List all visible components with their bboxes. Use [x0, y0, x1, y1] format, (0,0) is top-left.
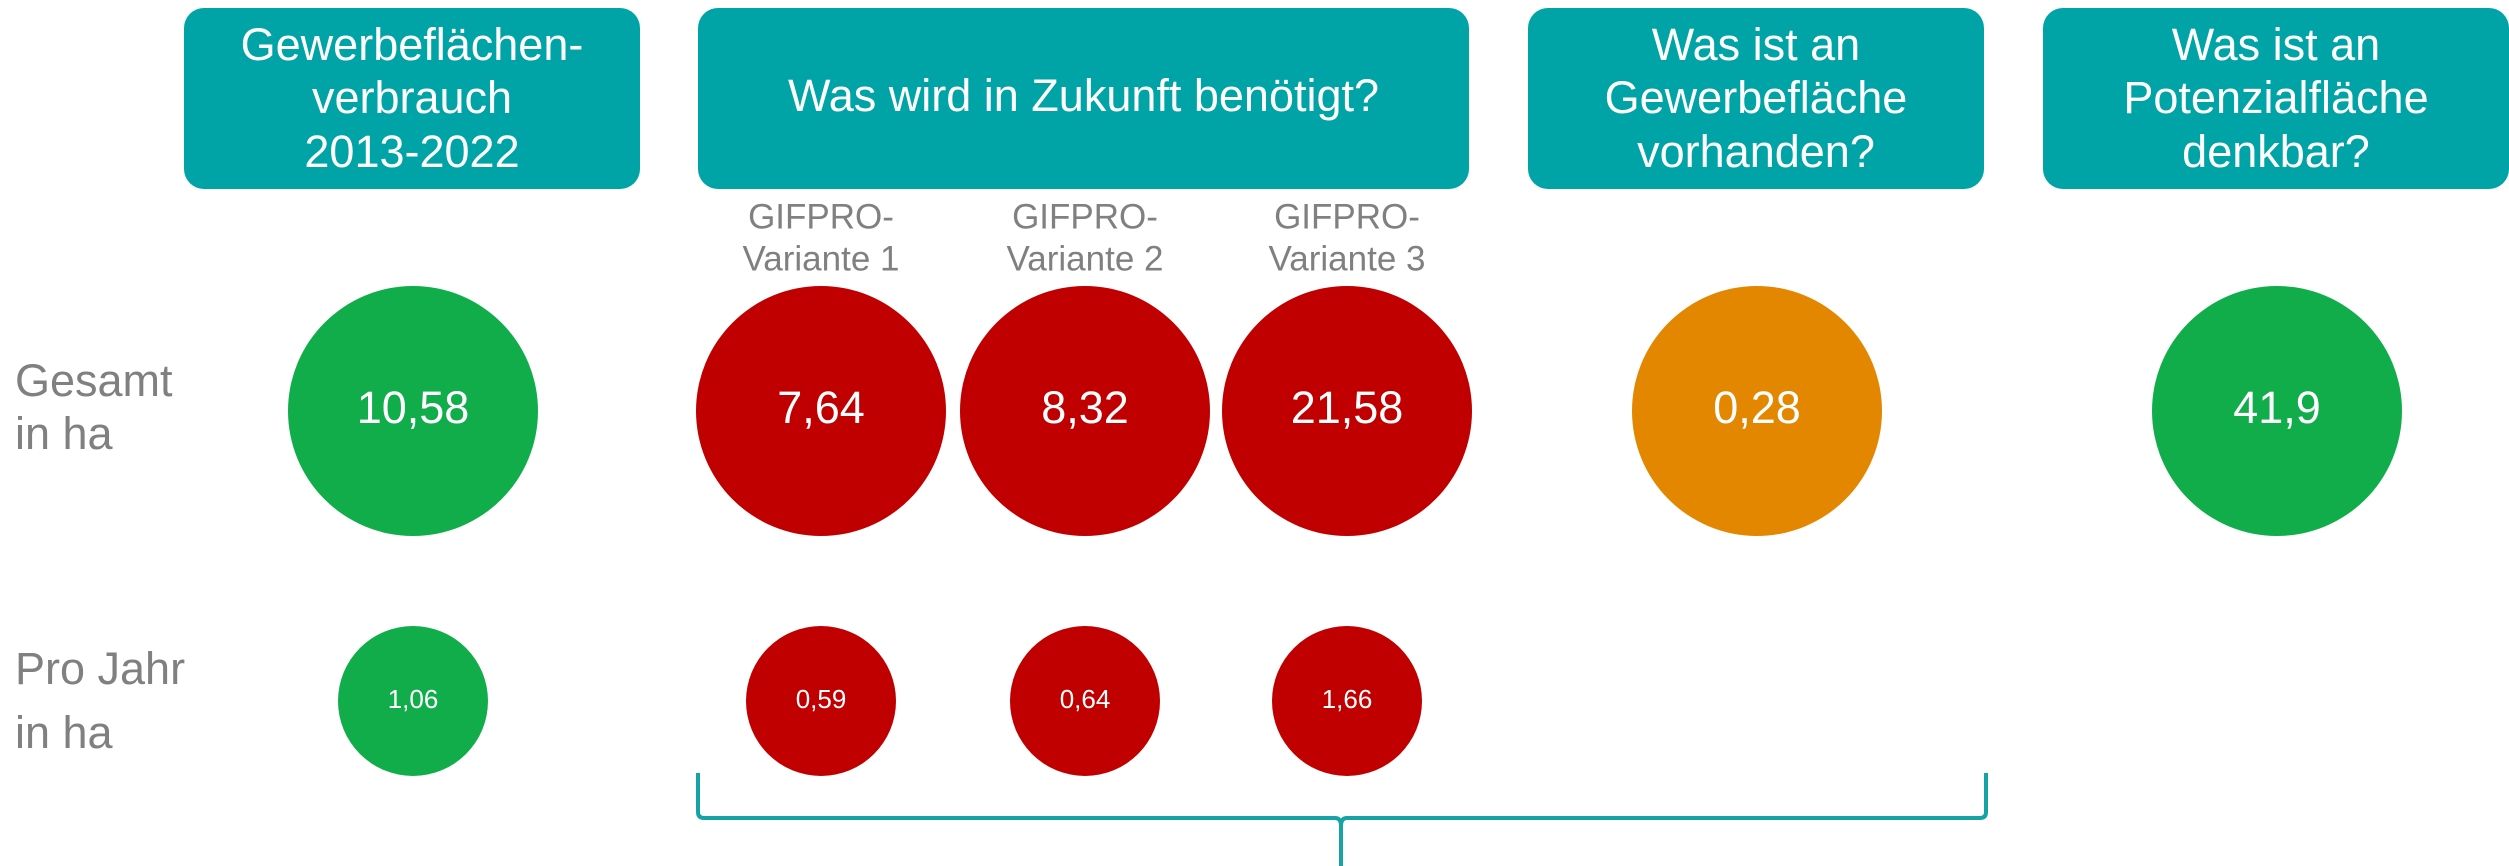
value-label: 1,06	[388, 684, 439, 714]
header-text: Was ist an	[1652, 19, 1860, 70]
value-label: 41,9	[2233, 382, 2321, 433]
variant-label: GIFPRO-	[748, 197, 894, 236]
variant-label: GIFPRO-	[1274, 197, 1420, 236]
header-text: denkbar?	[2182, 126, 2370, 177]
value-circle	[746, 626, 896, 776]
value-label: 8,32	[1041, 382, 1129, 433]
header-text: verbrauch	[312, 72, 512, 123]
header-text: Was wird in Zukunft benötigt?	[788, 70, 1379, 121]
row-label: Pro Jahr	[15, 643, 185, 694]
header-text: vorhanden?	[1637, 126, 1875, 177]
variant-label: Variante 2	[1007, 239, 1164, 278]
value-circle	[338, 626, 488, 776]
value-circle	[1222, 286, 1472, 536]
variant-label: GIFPRO-	[1012, 197, 1158, 236]
header-text: Gewerbefläche	[1605, 72, 1908, 123]
row-label: in ha	[15, 707, 114, 758]
header-box	[184, 8, 640, 189]
value-circle	[288, 286, 538, 536]
value-label: 0,28	[1713, 382, 1801, 433]
value-label: 7,64	[777, 382, 865, 433]
value-circle	[1272, 626, 1422, 776]
header-text: Potenzialfläche	[2123, 72, 2428, 123]
header-box	[1528, 8, 1984, 189]
value-circle	[2152, 286, 2402, 536]
header-text: Gewerbeflächen-	[241, 19, 584, 70]
variant-label: Variante 1	[743, 239, 900, 278]
header-box	[698, 8, 1469, 189]
value-circle	[1632, 286, 1882, 536]
value-label: 21,58	[1291, 382, 1404, 433]
value-circle	[960, 286, 1210, 536]
value-circle	[696, 286, 946, 536]
value-label: 0,59	[796, 684, 847, 714]
header-text: 2013-2022	[304, 126, 519, 177]
value-label: 10,58	[357, 382, 470, 433]
bracket	[696, 773, 1988, 866]
value-circle	[1010, 626, 1160, 776]
row-label: in ha	[15, 408, 114, 459]
value-label: 1,66	[1322, 684, 1373, 714]
header-text: Was ist an	[2172, 19, 2380, 70]
value-label: 0,64	[1060, 684, 1111, 714]
row-label: Gesamt	[15, 355, 173, 406]
header-box	[2043, 8, 2509, 189]
variant-label: Variante 3	[1269, 239, 1426, 278]
